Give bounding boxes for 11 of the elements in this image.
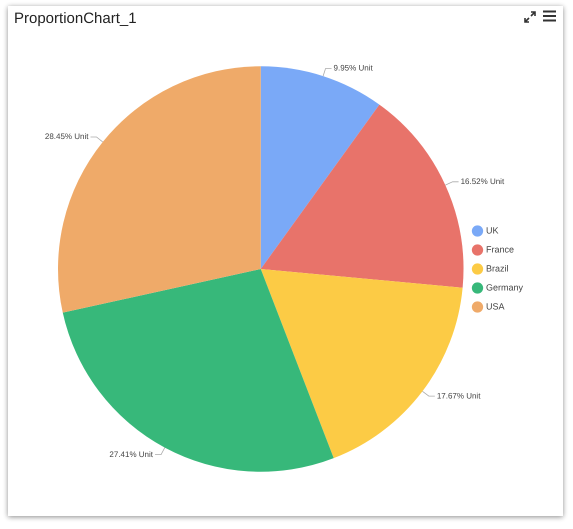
legend-label: France [486, 244, 514, 254]
legend-label: Germany [486, 282, 524, 292]
legend-label: USA [486, 301, 505, 312]
data-label: 27.41% Unit [109, 450, 154, 459]
data-label: 17.67% Unit [436, 391, 482, 400]
legend-label: Brazil [486, 263, 509, 274]
chart-title: ProportionChart_1 [14, 10, 137, 27]
data-label: 28.45% Unit [44, 132, 90, 142]
legend-label: UK [486, 225, 499, 236]
data-label: 9.95% Unit [334, 64, 374, 73]
data-label: 16.52% Unit [460, 176, 505, 186]
